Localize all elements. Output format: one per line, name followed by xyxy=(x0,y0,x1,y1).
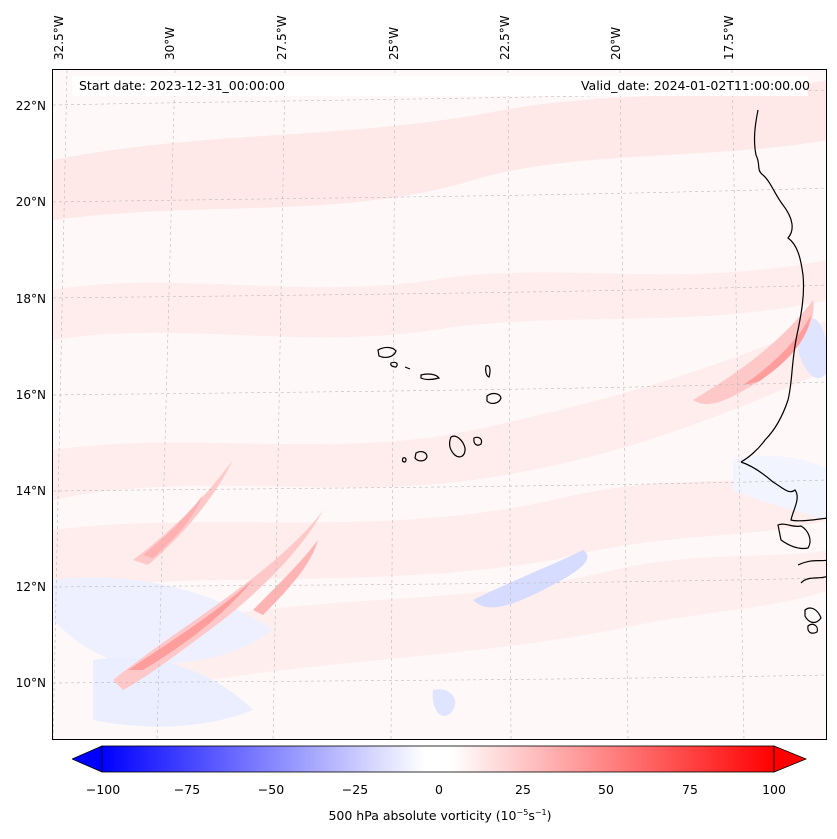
colorbar-tick-neg25: −25 xyxy=(341,782,369,797)
colorbar-tick-neg100: −100 xyxy=(85,782,121,797)
lat-label-10n: 10°N xyxy=(15,676,46,690)
vorticity-field xyxy=(53,70,826,739)
colorbar-label: 500 hPa absolute vorticity (10−5s−1) xyxy=(328,808,552,824)
colorbar-tick-0: 0 xyxy=(435,782,443,797)
colorbar-extend-low xyxy=(72,745,103,773)
colorbar-tick-50: 50 xyxy=(598,782,614,797)
positive-vorticity-filaments xyxy=(113,300,814,690)
lon-label-30w: 30°W xyxy=(163,26,177,60)
lon-label-22-5w: 22.5°W xyxy=(498,15,512,60)
colorbar xyxy=(72,745,808,773)
lon-label-27-5w: 27.5°W xyxy=(275,15,289,60)
positive-vorticity-light-bands xyxy=(53,80,826,690)
lon-label-25w: 25°W xyxy=(387,26,401,60)
colorbar-tick-neg50: −50 xyxy=(257,782,285,797)
lat-label-16n: 16°N xyxy=(15,388,46,402)
lat-label-12n: 12°N xyxy=(15,580,46,594)
colorbar-body xyxy=(101,745,775,773)
colorbar-tick-25: 25 xyxy=(515,782,531,797)
vorticity-map xyxy=(52,69,827,740)
colorbar-tick-75: 75 xyxy=(682,782,698,797)
colorbar-extend-high xyxy=(773,745,808,773)
graticule xyxy=(53,70,826,739)
west-africa-coastline xyxy=(740,109,826,634)
colorbar-tick-neg75: −75 xyxy=(173,782,201,797)
lat-label-20n: 20°N xyxy=(15,195,46,209)
start-date: Start date: 2023-12-31_00:00:00 xyxy=(79,78,285,93)
lat-label-18n: 18°N xyxy=(15,292,46,306)
colorbar-tick-100: 100 xyxy=(762,782,786,797)
header-strip xyxy=(72,76,808,96)
lat-label-22n: 22°N xyxy=(15,99,46,113)
valid-date: Valid_date: 2024-01-02T11:00:00.00 xyxy=(580,78,810,93)
cape-verde-islands xyxy=(377,346,502,463)
lat-label-14n: 14°N xyxy=(15,484,46,498)
lon-label-17-5w: 17.5°W xyxy=(722,15,736,60)
lon-label-20w: 20°W xyxy=(609,26,623,60)
lon-label-32-5w: 32.5°W xyxy=(52,15,66,60)
